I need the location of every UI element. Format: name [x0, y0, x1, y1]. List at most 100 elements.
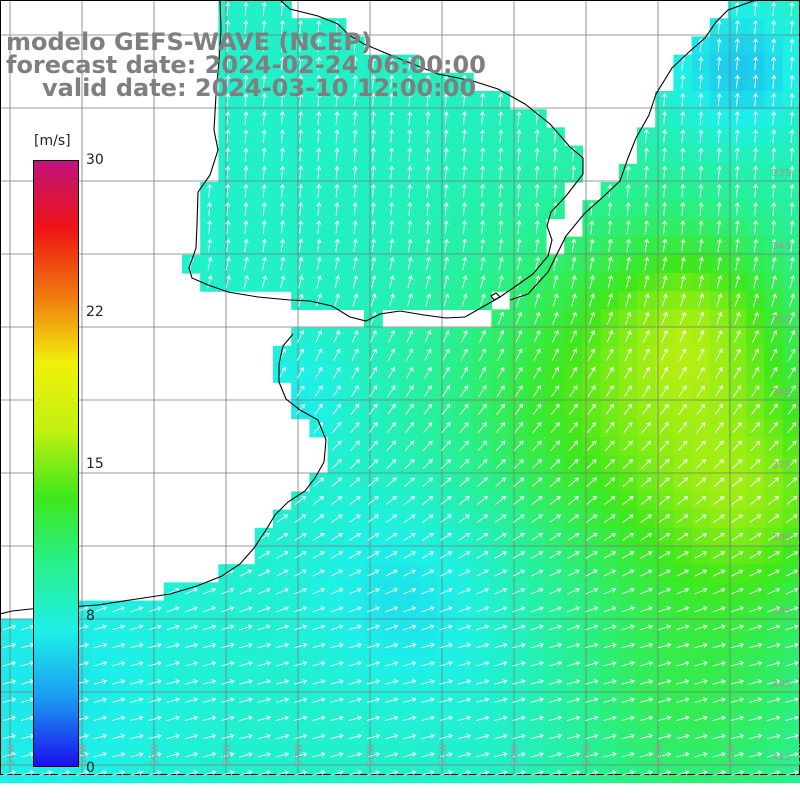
- wind-arrow: [257, 660, 272, 667]
- wind-arrow: [366, 770, 381, 776]
- wind-arrow: [785, 679, 799, 685]
- wind-arrow: [607, 220, 613, 235]
- wind-arrow: [570, 311, 577, 325]
- wind-arrow: [422, 514, 434, 523]
- wind-arrow: [624, 348, 632, 361]
- wind-arrow: [552, 183, 558, 198]
- wind-arrow: [716, 238, 722, 253]
- wind-arrow: [698, 56, 704, 71]
- wind-arrow: [642, 348, 650, 361]
- wind-arrow: [570, 293, 577, 307]
- wind-arrow: [239, 697, 253, 703]
- wind-arrow: [314, 422, 324, 433]
- wind-arrow: [294, 514, 307, 523]
- wind-arrow: [296, 366, 305, 379]
- wind-arrow: [677, 440, 688, 452]
- wind-arrow: [352, 220, 358, 235]
- wind-arrow: [494, 514, 507, 523]
- wind-arrow: [366, 715, 381, 722]
- wind-arrow: [461, 201, 467, 216]
- wind-arrow: [548, 624, 563, 631]
- wind-arrow: [734, 183, 740, 198]
- wind-arrow: [166, 770, 181, 776]
- wind-arrow: [293, 751, 308, 758]
- wind-arrow: [460, 366, 468, 379]
- wind-arrow: [585, 770, 599, 776]
- wind-arrow: [403, 751, 417, 758]
- wind-arrow: [767, 770, 781, 776]
- wind-arrow: [424, 330, 432, 343]
- wind-arrow: [366, 606, 380, 613]
- wind-arrow: [730, 587, 744, 595]
- wind-arrow: [166, 660, 181, 667]
- wind-arrow: [750, 422, 760, 433]
- wind-arrow: [731, 569, 744, 577]
- wind-arrow: [789, 201, 795, 216]
- wind-arrow: [225, 129, 231, 144]
- wind-arrow: [111, 770, 126, 776]
- wind-arrow: [603, 606, 617, 613]
- wind-arrow: [441, 403, 451, 415]
- wind-arrow: [660, 385, 669, 397]
- wind-arrow: [571, 256, 577, 271]
- wind-arrow: [457, 770, 472, 776]
- wind-arrow: [566, 660, 581, 667]
- wind-arrow: [733, 385, 742, 397]
- wind-arrow: [2, 733, 17, 740]
- wind-arrow: [184, 587, 198, 595]
- wind-arrow: [515, 311, 523, 325]
- wind-arrow: [676, 587, 690, 595]
- wind-arrow: [530, 587, 544, 595]
- wind-arrow: [333, 348, 341, 361]
- wind-arrow: [239, 751, 253, 758]
- wind-arrow: [425, 110, 431, 125]
- wind-arrow: [243, 92, 249, 107]
- wind-arrow: [403, 697, 417, 703]
- wind-arrow: [458, 551, 471, 559]
- wind-arrow: [130, 770, 144, 776]
- wind-arrow: [603, 770, 617, 776]
- latitude-label: 39S: [772, 606, 791, 617]
- wind-arrow: [697, 311, 705, 325]
- wind-arrow: [676, 733, 690, 740]
- wind-arrow: [261, 110, 267, 125]
- wind-arrow: [166, 642, 181, 649]
- wind-arrow: [749, 495, 762, 505]
- wind-arrow: [387, 403, 396, 415]
- wind-arrow: [767, 514, 780, 523]
- wind-arrow: [753, 74, 759, 89]
- wind-arrow: [221, 606, 235, 613]
- longitude-label: 60W: [78, 743, 89, 766]
- wind-arrow: [786, 514, 798, 523]
- wind-arrow: [750, 477, 761, 487]
- wind-arrow: [384, 642, 399, 649]
- wind-arrow: [403, 569, 417, 577]
- wind-arrow: [498, 256, 504, 271]
- wind-arrow: [679, 330, 687, 343]
- wind-arrow: [406, 348, 414, 361]
- wind-arrow: [387, 366, 396, 379]
- wind-arrow: [513, 495, 525, 505]
- wind-arrow: [403, 587, 417, 595]
- wind-arrow: [348, 587, 362, 595]
- wind-arrow: [695, 440, 706, 452]
- wind-arrow: [75, 770, 90, 776]
- wind-arrow: [785, 733, 799, 740]
- wind-arrow: [712, 606, 726, 613]
- latitude-label: 33S: [772, 168, 791, 179]
- wind-arrow: [769, 366, 778, 379]
- wind-arrow: [621, 715, 636, 722]
- wind-arrow: [568, 440, 579, 452]
- wind-arrow: [425, 274, 432, 289]
- wind-arrow: [257, 606, 271, 613]
- wind-arrow: [769, 422, 779, 433]
- wind-arrow: [662, 92, 668, 107]
- wind-arrow: [221, 715, 235, 722]
- wind-arrow: [130, 642, 144, 649]
- wind-arrow: [350, 385, 359, 397]
- wind-arrow: [498, 165, 504, 180]
- wind-arrow: [316, 220, 322, 235]
- wind-arrow: [239, 642, 253, 649]
- wind-arrow: [657, 697, 672, 703]
